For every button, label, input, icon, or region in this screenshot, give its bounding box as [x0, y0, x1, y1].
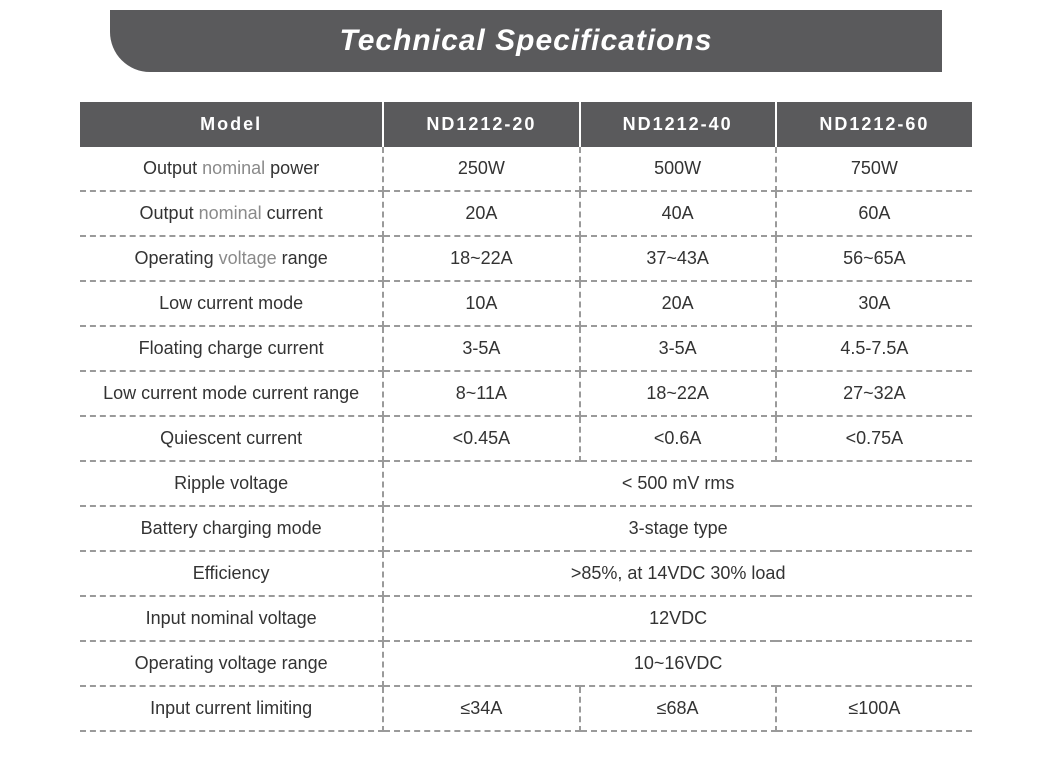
cell: 500W	[580, 147, 776, 191]
cell-span: 3-stage type	[383, 506, 972, 551]
row-label: Output nominal power	[80, 147, 383, 191]
table-row: Floating charge current 3-5A 3-5A 4.5-7.…	[80, 326, 972, 371]
header-row: Model ND1212-20 ND1212-40 ND1212-60	[80, 102, 972, 147]
cell: <0.45A	[383, 416, 579, 461]
cell: 20A	[580, 281, 776, 326]
cell: 27~32A	[776, 371, 972, 416]
table-row: Operating voltage range 18~22A 37~43A 56…	[80, 236, 972, 281]
row-label: Input current limiting	[80, 686, 383, 731]
header-model: Model	[80, 102, 383, 147]
row-label: Output nominal current	[80, 191, 383, 236]
row-label: Operating voltage range	[80, 641, 383, 686]
cell: 18~22A	[383, 236, 579, 281]
table-row: Output nominal power 250W 500W 750W	[80, 147, 972, 191]
cell: ≤100A	[776, 686, 972, 731]
cell: <0.6A	[580, 416, 776, 461]
cell: 250W	[383, 147, 579, 191]
cell: 20A	[383, 191, 579, 236]
spec-table: Model ND1212-20 ND1212-40 ND1212-60 Outp…	[80, 102, 972, 732]
cell: 750W	[776, 147, 972, 191]
row-label: Quiescent current	[80, 416, 383, 461]
cell: <0.75A	[776, 416, 972, 461]
cell-span: >85%, at 14VDC 30% load	[383, 551, 972, 596]
page-title: Technical Specifications	[340, 24, 713, 57]
table-row: Battery charging mode 3-stage type	[80, 506, 972, 551]
cell: 37~43A	[580, 236, 776, 281]
row-label: Battery charging mode	[80, 506, 383, 551]
row-label: Ripple voltage	[80, 461, 383, 506]
table-row: Low current mode 10A 20A 30A	[80, 281, 972, 326]
cell: 10A	[383, 281, 579, 326]
cell: 18~22A	[580, 371, 776, 416]
cell-span: < 500 mV rms	[383, 461, 972, 506]
row-label: Operating voltage range	[80, 236, 383, 281]
cell: 3-5A	[383, 326, 579, 371]
table-row: Ripple voltage < 500 mV rms	[80, 461, 972, 506]
table-row: Input nominal voltage 12VDC	[80, 596, 972, 641]
cell: 30A	[776, 281, 972, 326]
table-row: Low current mode current range 8~11A 18~…	[80, 371, 972, 416]
row-label: Low current mode current range	[80, 371, 383, 416]
cell: ≤68A	[580, 686, 776, 731]
title-bar: Technical Specifications	[110, 10, 942, 72]
table-row: Efficiency >85%, at 14VDC 30% load	[80, 551, 972, 596]
cell: 60A	[776, 191, 972, 236]
table-row: Input current limiting ≤34A ≤68A ≤100A	[80, 686, 972, 731]
cell: 3-5A	[580, 326, 776, 371]
cell: 40A	[580, 191, 776, 236]
cell: 8~11A	[383, 371, 579, 416]
header-col-3: ND1212-60	[776, 102, 972, 147]
row-label: Floating charge current	[80, 326, 383, 371]
table-row: Operating voltage range 10~16VDC	[80, 641, 972, 686]
header-col-2: ND1212-40	[580, 102, 776, 147]
table-row: Quiescent current <0.45A <0.6A <0.75A	[80, 416, 972, 461]
cell: ≤34A	[383, 686, 579, 731]
row-label: Input nominal voltage	[80, 596, 383, 641]
cell: 4.5-7.5A	[776, 326, 972, 371]
row-label: Efficiency	[80, 551, 383, 596]
header-col-1: ND1212-20	[383, 102, 579, 147]
table-row: Output nominal current 20A 40A 60A	[80, 191, 972, 236]
cell: 56~65A	[776, 236, 972, 281]
row-label: Low current mode	[80, 281, 383, 326]
cell-span: 10~16VDC	[383, 641, 972, 686]
cell-span: 12VDC	[383, 596, 972, 641]
